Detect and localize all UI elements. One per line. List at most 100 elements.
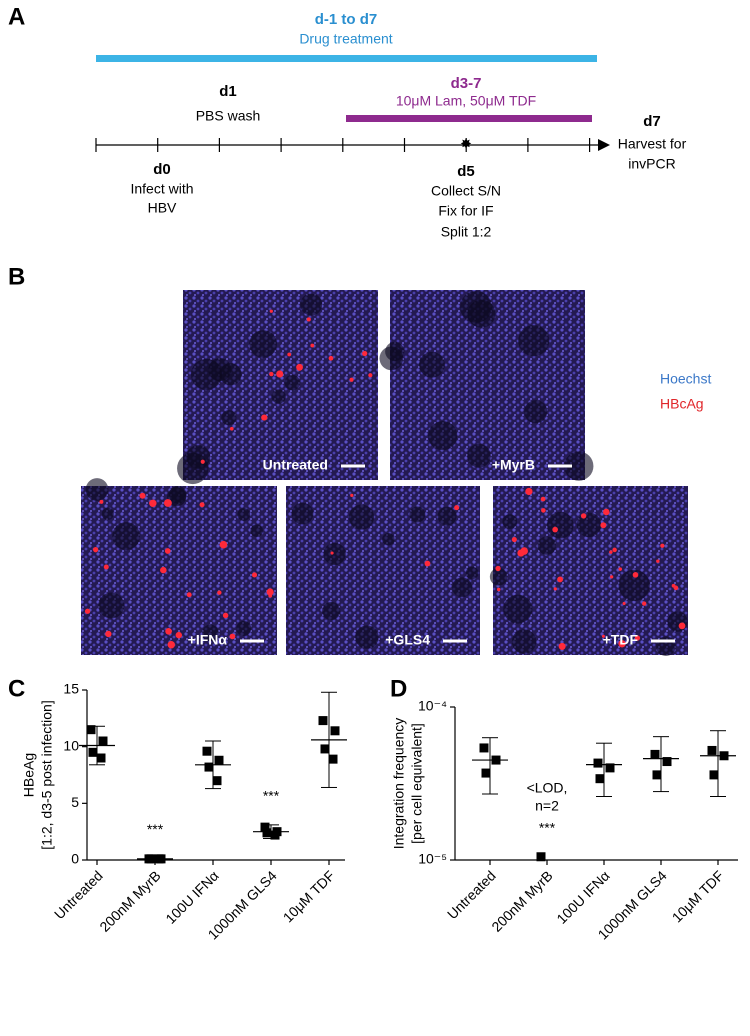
hbcag-signal [287,352,292,357]
dark-patch [208,358,232,382]
dark-patch [382,533,395,546]
dark-patch [503,594,533,624]
lam-bar [346,115,592,122]
hbcag-signal [200,459,205,464]
data-point [593,758,603,768]
error-bar [321,691,337,788]
dark-patch [284,374,301,391]
error-bar [596,742,612,798]
hbcag-signal [269,371,274,377]
dark-patch [576,512,602,538]
hbcag-signal [520,547,528,555]
hbcag-signal [511,536,517,543]
panel-label: C [8,675,25,702]
hbcag-signal [632,572,639,578]
data-point [662,757,672,767]
hbcag-signal [368,373,373,378]
hbcag-signal [496,587,501,592]
hbcag-signal [612,547,617,553]
data-point [86,725,96,735]
data-point [88,747,98,757]
hbcag-signal [328,355,334,361]
data-point [479,743,489,753]
dark-patch [656,636,676,657]
significance: *** [539,819,556,835]
hbcag-signal [454,505,460,511]
dark-patch [489,567,508,586]
hbcag-signal [222,612,229,619]
hbcag-signal [99,499,104,504]
data-point [328,754,338,764]
error-bar [263,824,279,839]
data-point [318,716,328,726]
dark-patch [467,299,496,328]
event-day: d7 [643,113,661,130]
timeline-axis [96,139,610,151]
hbcag-signal [618,640,626,648]
hbcag-signal [525,487,533,496]
event-text: Fix for IF [438,203,493,219]
note: <LOD, [527,779,568,795]
dark-patch [437,506,457,526]
hbcag-signal [349,377,354,382]
dark-patch [355,625,379,649]
event-text: HBV [148,200,177,216]
hbcag-signal [92,547,99,553]
dark-patch [428,421,458,451]
y-axis-label: [per cell equivalent] [409,723,425,844]
hbcag-signal [622,601,626,605]
hbcag-signal [199,502,205,508]
dark-patch [236,621,252,636]
panel-label: B [8,263,25,290]
hbcag-signal [540,496,546,502]
data-point [605,763,615,773]
data-point [214,755,224,765]
hbcag-signal [149,499,157,507]
hbcag-signal [229,426,234,431]
error-bar [653,736,669,793]
y-axis-label: [1:2, d3-5 post infection] [39,700,55,849]
data-point [707,745,717,755]
x-tick-label: 200nM MyrB [96,867,163,934]
dark-patch [409,506,426,523]
hbcag-signal [601,634,606,638]
hbcag-signal [310,343,315,348]
data-point [96,753,106,763]
y-tick-label: 0 [71,851,79,867]
hbcag-signal [678,622,686,630]
hbcag-signal [580,513,587,519]
hbcag-signal [671,583,676,588]
data-point [320,744,330,754]
dark-patch [518,325,550,357]
dark-patch [465,566,479,580]
hbcag-signal [603,508,610,516]
hbcag-signal [160,566,167,574]
hbcag-signal [656,559,660,563]
hbcag-signal [618,567,623,571]
dark-patch [300,293,323,316]
significance: *** [147,821,164,837]
image-label: Untreated [263,457,328,473]
dark-patch [348,504,375,530]
x-tick-label: 100U IFNα [162,867,221,926]
dark-patch [323,542,346,566]
hbcag-signal [219,540,228,549]
hbcag-signal [495,565,501,572]
data-point [98,736,108,746]
lam-label: 10μM Lam, 50μM TDF [396,93,536,109]
treatment-title: d-1 to d7 [315,11,378,28]
image-label: +IFNα [188,632,228,648]
hbcag-signal [266,588,274,596]
dark-patch [452,577,473,598]
hbcag-signal [268,593,273,598]
x-tick-label: Untreated [444,867,499,922]
y-tick-label: 5 [71,794,79,810]
hbcag-signal [660,543,665,548]
data-point [709,770,719,780]
image-label: +TDF [603,632,639,648]
x-tick-label: Untreated [51,867,106,922]
dark-patch [177,452,209,485]
lam-title: d3-7 [451,75,482,92]
hbcag-signal [167,641,175,649]
